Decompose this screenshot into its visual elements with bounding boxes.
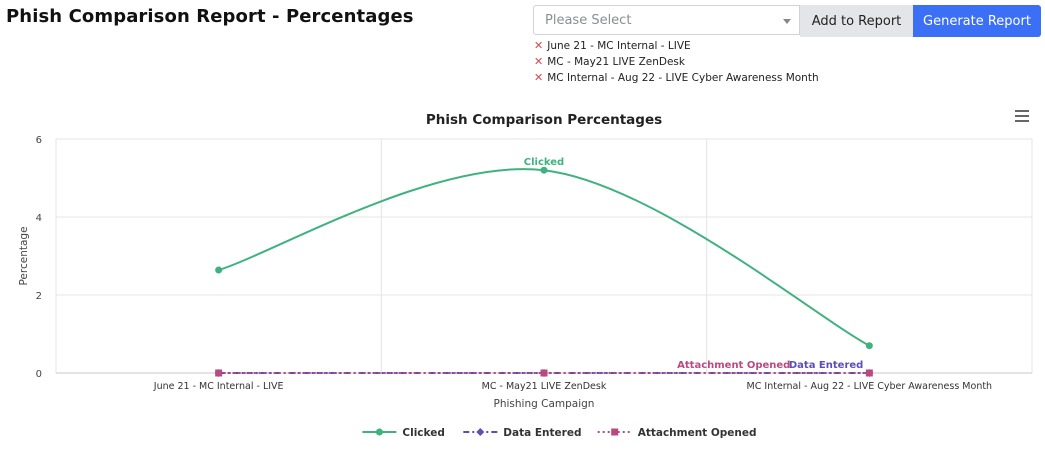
selected-campaign-item: ✕ June 21 - MC Internal - LIVE: [534, 38, 819, 54]
y-tick-label: 0: [36, 369, 42, 380]
legend-label: Data Entered: [503, 427, 581, 439]
page-title: Phish Comparison Report - Percentages: [6, 6, 414, 27]
remove-icon[interactable]: ✕: [534, 39, 544, 52]
data-label: Clicked: [524, 157, 564, 168]
selected-campaign-item: ✕ MC - May21 LIVE ZenDesk: [534, 54, 819, 70]
selected-campaign-label: MC - May21 LIVE ZenDesk: [547, 56, 685, 68]
select-placeholder: Please Select: [545, 13, 632, 28]
data-point-clicked: [540, 166, 548, 174]
legend-marker-clicked: [375, 428, 383, 436]
y-tick-label: 6: [36, 135, 42, 146]
selected-campaigns-list: ✕ June 21 - MC Internal - LIVE ✕ MC - May2…: [534, 38, 819, 86]
data-point-attachment-opened: [540, 369, 548, 377]
data-point-clicked: [215, 266, 223, 274]
legend-marker-data-entered: [476, 428, 485, 436]
y-axis-title: Percentage: [18, 226, 30, 285]
y-tick-label: 2: [36, 291, 42, 302]
selected-campaign-label: June 21 - MC Internal - LIVE: [547, 40, 691, 52]
add-to-report-button[interactable]: Add to Report: [800, 5, 913, 37]
generate-report-button[interactable]: Generate Report: [913, 5, 1041, 37]
x-tick-label: MC - May21 LIVE ZenDesk: [482, 381, 607, 392]
selected-campaign-label: MC Internal - Aug 22 - LIVE Cyber Awaren…: [547, 72, 819, 84]
data-label: Attachment Opened: [677, 360, 790, 371]
x-tick-label: MC Internal - Aug 22 - LIVE Cyber Awaren…: [747, 381, 993, 392]
chart-menu-icon[interactable]: [1015, 110, 1029, 122]
legend-marker-attachment-opened: [611, 428, 619, 436]
data-point-attachment-opened: [215, 369, 223, 377]
y-tick-label: 4: [36, 213, 42, 224]
campaign-select[interactable]: Please Select: [533, 5, 800, 35]
chevron-down-icon[interactable]: [783, 19, 791, 24]
chart-title: Phish Comparison Percentages: [426, 112, 662, 128]
remove-icon[interactable]: ✕: [534, 55, 544, 68]
legend-label: Attachment Opened: [638, 427, 757, 439]
legend-label: Clicked: [402, 427, 444, 439]
data-point-clicked: [865, 342, 873, 350]
data-point-attachment-opened: [865, 369, 873, 377]
x-axis-title: Phishing Campaign: [494, 398, 595, 410]
selected-campaign-item: ✕ MC Internal - Aug 22 - LIVE Cyber Aware…: [534, 70, 819, 86]
x-tick-label: June 21 - MC Internal - LIVE: [153, 381, 284, 392]
remove-icon[interactable]: ✕: [534, 71, 544, 84]
data-label: Data Entered: [789, 360, 863, 371]
series-line-clicked: [218, 168, 870, 347]
